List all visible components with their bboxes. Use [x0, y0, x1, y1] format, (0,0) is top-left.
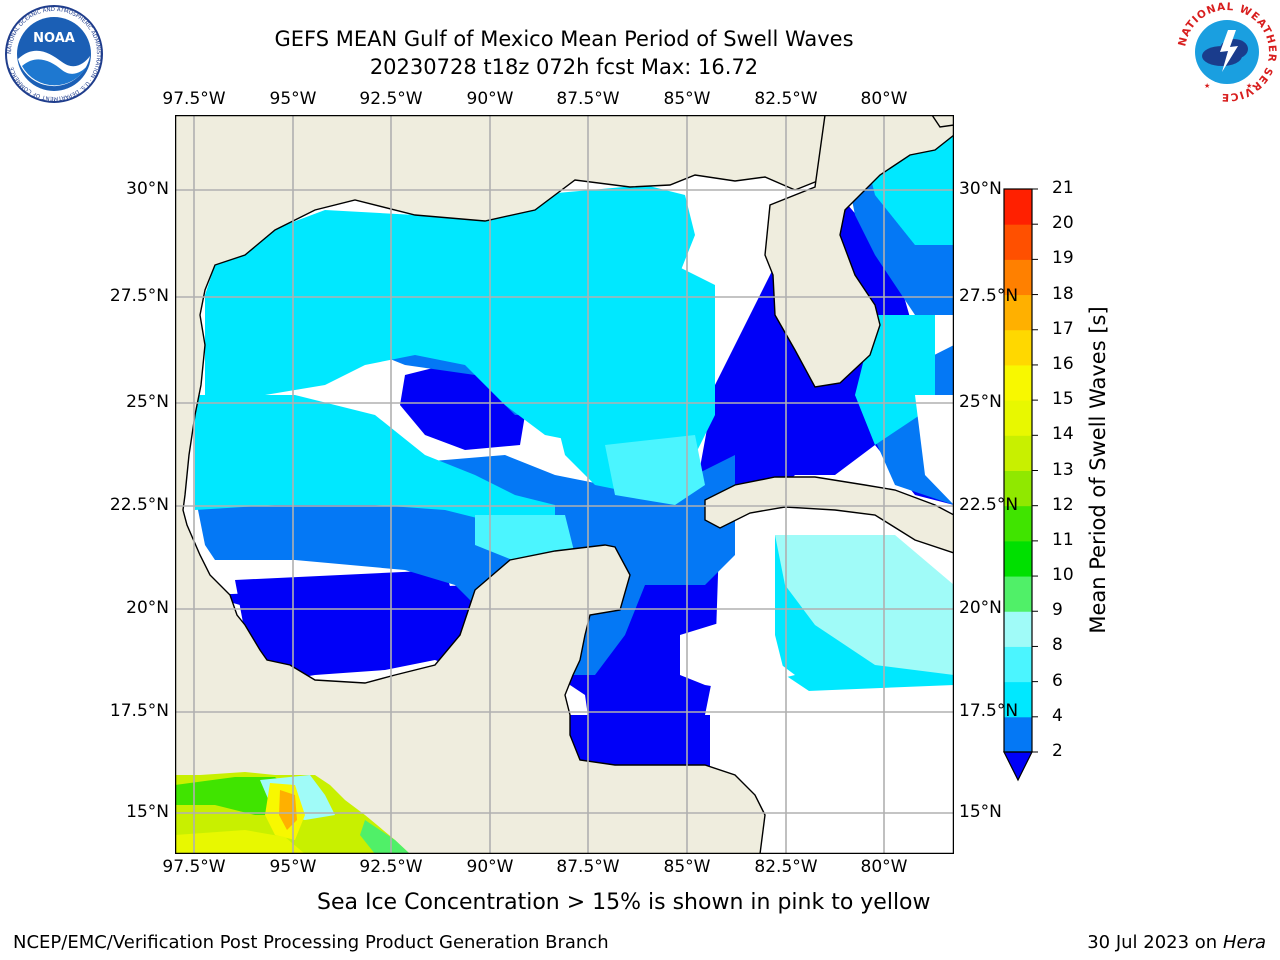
- lat-label-left: 15°N: [126, 802, 169, 822]
- lat-label-right: 17.5°N: [959, 701, 1019, 721]
- lat-label-right: 15°N: [959, 802, 1002, 822]
- swell-zone-2-4: [570, 715, 715, 775]
- colorbar-tick-label: 10: [1052, 565, 1074, 586]
- colorbar-tick-label: 11: [1052, 529, 1074, 550]
- colorbar-title: Mean Period of Swell Waves [s]: [1086, 306, 1110, 634]
- colorbar-bin: [1004, 716, 1032, 753]
- lat-label-right: 20°N: [959, 598, 1002, 618]
- no-data-area: [915, 395, 954, 505]
- lon-label-bottom: 97.5°W: [162, 857, 226, 877]
- colorbar-bin: [1004, 646, 1032, 683]
- colorbar-bin: [1004, 364, 1032, 401]
- lon-label-top: 95°W: [269, 89, 317, 109]
- lon-label-top: 80°W: [860, 89, 908, 109]
- swell-zone-9-10: [775, 535, 954, 675]
- colorbar-bin: [1004, 189, 1032, 225]
- lon-label-bottom: 80°W: [860, 857, 908, 877]
- map-gridlines: [175, 115, 954, 854]
- swell-period-field: [195, 115, 954, 775]
- colorbar-bin: [1004, 400, 1032, 436]
- map-frame: [175, 115, 954, 854]
- swell-zone-6-8: [855, 315, 935, 445]
- colorbar-tick-label: 20: [1052, 213, 1074, 234]
- lon-label-bottom: 92.5°W: [359, 857, 423, 877]
- colorbar-bin: [1004, 259, 1032, 296]
- colorbar-bin: [1004, 329, 1032, 366]
- colorbar-bin: [1004, 576, 1032, 612]
- map-title: GEFS MEAN Gulf of Mexico Mean Period of …: [274, 27, 854, 51]
- svg-text:★: ★: [1204, 82, 1210, 90]
- svg-text:★: ★: [1246, 82, 1252, 90]
- colorbar-tick-label: 14: [1052, 424, 1074, 445]
- colorbar-tick-label: 12: [1052, 494, 1074, 515]
- colorbar-tick-label: 2: [1052, 741, 1063, 761]
- no-data-area: [680, 615, 795, 690]
- lon-label-top: 97.5°W: [162, 89, 226, 109]
- lat-label-right: 22.5°N: [959, 495, 1019, 515]
- colorbar-bin: [1004, 540, 1032, 577]
- lat-label-right: 30°N: [959, 179, 1002, 199]
- lon-label-bottom: 82.5°W: [754, 857, 818, 877]
- colorbar-tick-label: 15: [1052, 389, 1074, 410]
- lat-label-left: 25°N: [126, 392, 169, 412]
- svg-text:NOAA: NOAA: [33, 31, 75, 46]
- colorbar-bin: [1004, 470, 1032, 507]
- colorbar-tick-label: 8: [1052, 635, 1063, 656]
- colorbar-bin: [1004, 224, 1032, 260]
- swell-zone-8-9: [605, 435, 705, 505]
- footer-date: 30 Jul 2023 on Hera: [1087, 932, 1266, 953]
- footer-date-text: 30 Jul 2023 on: [1087, 932, 1223, 953]
- noaa-logo-icon: NATIONAL OCEANIC AND ATMOSPHERIC ADMINIS…: [5, 5, 103, 103]
- colorbar-bin: [1004, 505, 1032, 542]
- colorbar-tick-label: 6: [1052, 670, 1063, 691]
- footer-host: Hera: [1222, 932, 1266, 953]
- colorbar-tick-label: 4: [1052, 705, 1063, 726]
- no-data-area: [710, 685, 954, 854]
- lat-label-right: 27.5°N: [959, 286, 1019, 306]
- colorbar-bin: [1004, 294, 1032, 331]
- lat-label-left: 17.5°N: [109, 701, 169, 721]
- lon-label-top: 82.5°W: [754, 89, 818, 109]
- sea-ice-note: Sea Ice Concentration > 15% is shown in …: [317, 890, 931, 915]
- lat-label-left: 22.5°N: [109, 495, 169, 515]
- colorbar-bin: [1004, 611, 1032, 647]
- colorbar-tick-label: 9: [1052, 600, 1063, 621]
- lon-label-top: 85°W: [663, 89, 711, 109]
- colorbar-tick-label: 18: [1052, 283, 1074, 304]
- colorbar-bin: [1004, 435, 1032, 471]
- lon-label-top: 90°W: [466, 89, 514, 109]
- lon-label-top: 87.5°W: [556, 89, 620, 109]
- swell-zone-4-6: [195, 455, 735, 675]
- lon-label-bottom: 95°W: [269, 857, 317, 877]
- footer-branch: NCEP/EMC/Verification Post Processing Pr…: [13, 932, 609, 953]
- colorbar: [1003, 188, 1038, 782]
- colorbar-tick-label: 16: [1052, 353, 1074, 374]
- gulf-of-mexico-map: [175, 115, 954, 854]
- lon-label-bottom: 90°W: [466, 857, 514, 877]
- colorbar-tick-label: 21: [1052, 178, 1074, 198]
- colorbar-tick-label: 19: [1052, 248, 1074, 269]
- colorbar-extend-min: [1003, 751, 1033, 782]
- lon-label-top: 92.5°W: [359, 89, 423, 109]
- lat-label-left: 30°N: [126, 179, 169, 199]
- colorbar-tick-label: 17: [1052, 318, 1074, 339]
- lon-label-bottom: 87.5°W: [556, 857, 620, 877]
- nws-logo-icon: NATIONAL WEATHER SERVICE ★ ★: [1176, 2, 1277, 102]
- colorbar-bin: [1004, 681, 1032, 718]
- map-subtitle: 20230728 t18z 072h fcst Max: 16.72: [369, 55, 759, 79]
- swell-zone-6-8: [535, 265, 715, 495]
- lat-label-left: 27.5°N: [109, 286, 169, 306]
- colorbar-tick-label: 13: [1052, 459, 1074, 480]
- lat-label-left: 20°N: [126, 598, 169, 618]
- lon-label-bottom: 85°W: [663, 857, 711, 877]
- swell-zone-6-8: [195, 395, 555, 525]
- lat-label-right: 25°N: [959, 392, 1002, 412]
